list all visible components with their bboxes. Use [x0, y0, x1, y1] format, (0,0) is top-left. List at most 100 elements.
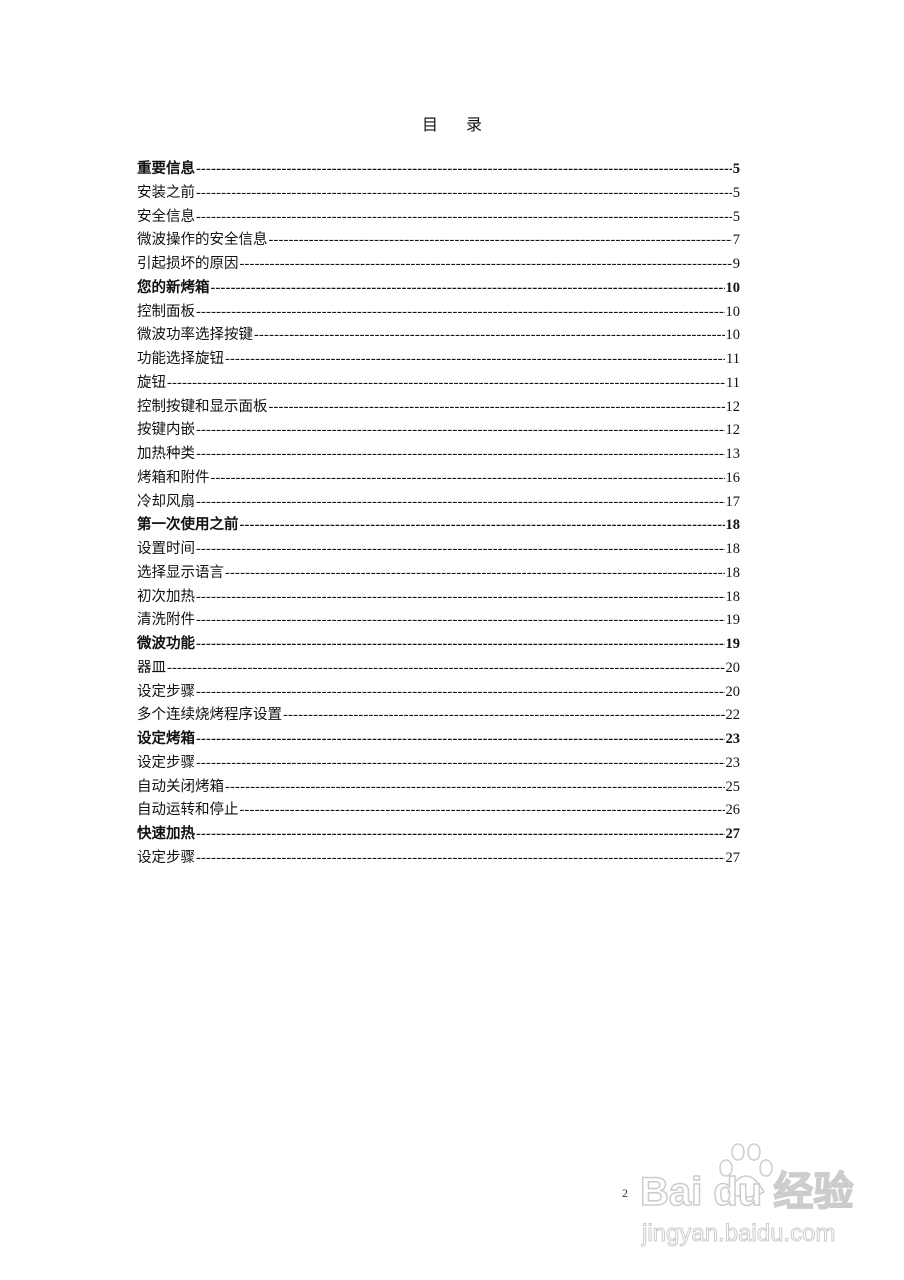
- dot-leader: [196, 206, 732, 230]
- dot-leader: [211, 467, 725, 491]
- toc-entry-label: 微波功率选择按键: [137, 327, 253, 344]
- toc-chapter-entry[interactable]: 您的新烤箱 10: [137, 277, 740, 301]
- dot-leader: [196, 752, 725, 776]
- toc-entry-label: 重要信息: [137, 161, 195, 177]
- dot-leader: [167, 372, 725, 396]
- toc-entry-label: 快速加热: [137, 826, 195, 842]
- dot-leader: [196, 823, 725, 847]
- toc-entry-label: 器皿: [137, 659, 166, 676]
- toc-entry-label: 自动运转和停止: [137, 802, 239, 819]
- toc-entry-page: 20: [725, 683, 741, 700]
- dot-leader: [283, 704, 725, 728]
- toc-entry-page: 5: [732, 208, 740, 225]
- toc-entry-page: 27: [725, 826, 741, 842]
- toc-entry-label: 引起损坏的原因: [137, 256, 239, 272]
- toc-chapter-entry[interactable]: 第一次使用之前 18: [137, 514, 740, 538]
- toc-title: 目录: [0, 111, 904, 135]
- toc-entry-label: 设定烤箱: [137, 731, 195, 747]
- toc-entry-label: 烤箱和附件: [137, 469, 210, 486]
- toc-section-entry[interactable]: 选择显示语言 18: [137, 562, 740, 586]
- toc-entry-page: 20: [725, 659, 741, 676]
- toc-entry-label: 初次加热: [137, 588, 195, 605]
- toc-chapter-entry[interactable]: 微波功能 19: [137, 633, 740, 657]
- toc-section-entry[interactable]: 多个连续烧烤程序设置 22: [137, 704, 740, 728]
- dot-leader: [225, 348, 725, 372]
- toc-chapter-entry[interactable]: 快速加热 27: [137, 823, 740, 847]
- toc-entry-page: 23: [725, 754, 741, 771]
- toc-section-entry[interactable]: 设定步骤 27: [137, 847, 740, 871]
- toc-entry-page: 12: [725, 398, 741, 415]
- toc-section-entry[interactable]: 功能选择旋钮 11: [137, 348, 740, 372]
- toc-section-entry[interactable]: 设置时间 18: [137, 538, 740, 562]
- toc-entry-page: 23: [725, 731, 741, 747]
- toc-section-entry[interactable]: 旋钮 11: [137, 372, 740, 396]
- toc-section-entry[interactable]: 控制按键和显示面板 12: [137, 396, 740, 420]
- toc-section-entry[interactable]: 微波操作的安全信息 7: [137, 229, 740, 253]
- toc-entry-page: 27: [725, 849, 741, 866]
- toc-entry-page: 22: [725, 707, 741, 724]
- dot-leader: [167, 657, 725, 681]
- baidu-jingyan-watermark: Bai du 经验 jingyan.baidu.com: [639, 1140, 890, 1260]
- dot-leader: [196, 586, 725, 610]
- toc-entry-label: 冷却风扇: [137, 493, 195, 510]
- toc-entry-page: 25: [725, 778, 741, 795]
- paw-icon: [719, 1143, 773, 1198]
- toc-entry-page: 7: [732, 232, 740, 249]
- toc-entry-page: 12: [725, 422, 741, 439]
- dot-leader: [196, 158, 732, 182]
- toc-section-entry[interactable]: 加热种类 13: [137, 443, 740, 467]
- page-number: 2: [622, 1186, 628, 1200]
- toc-entry-page: 10: [725, 303, 741, 320]
- dot-leader: [269, 229, 732, 253]
- watermark-url: jingyan.baidu.com: [641, 1220, 836, 1248]
- toc-section-entry[interactable]: 设定步骤 23: [137, 752, 740, 776]
- toc-entry-page: 5: [732, 184, 740, 201]
- dot-leader: [225, 776, 725, 800]
- toc-section-entry[interactable]: 安全信息 5: [137, 206, 740, 230]
- toc-section-entry[interactable]: 清洗附件 19: [137, 609, 740, 633]
- dot-leader: [211, 277, 725, 301]
- toc-entry-label: 多个连续烧烤程序设置: [137, 707, 282, 724]
- toc-chapter-entry[interactable]: 设定烤箱 23: [137, 728, 740, 752]
- dot-leader: [196, 681, 725, 705]
- toc-entry-label: 设定步骤: [137, 754, 195, 771]
- toc-section-entry[interactable]: 烤箱和附件 16: [137, 467, 740, 491]
- toc-entry-label: 控制按键和显示面板: [137, 398, 268, 415]
- toc-section-entry[interactable]: 设定步骤 20: [137, 681, 740, 705]
- toc-entry-page: 18: [725, 517, 741, 534]
- toc-entry-label: 旋钮: [137, 374, 166, 391]
- toc-entry-label: 微波操作的安全信息: [137, 232, 268, 249]
- toc-entry-page: 18: [725, 564, 741, 581]
- toc-chapter-entry[interactable]: 重要信息 5: [137, 158, 740, 182]
- toc-entry-label: 控制面板: [137, 303, 195, 320]
- toc-section-entry[interactable]: 自动关闭烤箱 25: [137, 776, 740, 800]
- toc-section-entry[interactable]: 按键内嵌 12: [137, 419, 740, 443]
- toc-entry-label: 清洗附件: [137, 612, 195, 629]
- dot-leader: [240, 514, 725, 538]
- toc-section-entry[interactable]: 引起损坏的原因 9: [137, 253, 740, 277]
- toc-section-entry[interactable]: 冷却风扇 17: [137, 491, 740, 515]
- watermark-brand: Bai du 经验: [639, 1169, 854, 1215]
- table-of-contents: 重要信息 5 安装之前 5 安全信息 5 微波操作的安全信息 7 引起损坏的原因 9 您的新烤箱 10…: [137, 158, 740, 871]
- toc-entry-label: 功能选择旋钮: [137, 351, 224, 367]
- toc-section-entry[interactable]: 微波功率选择按键 10: [137, 324, 740, 348]
- toc-entry-page: 11: [726, 351, 740, 367]
- title-char: 录: [466, 117, 483, 134]
- toc-section-entry[interactable]: 自动运转和停止 26: [137, 799, 740, 823]
- dot-leader: [225, 562, 725, 586]
- toc-section-entry[interactable]: 控制面板 10: [137, 301, 740, 325]
- toc-section-entry[interactable]: 安装之前 5: [137, 182, 740, 206]
- toc-entry-page: 16: [725, 469, 741, 486]
- dot-leader: [240, 253, 732, 277]
- toc-section-entry[interactable]: 器皿 20: [137, 657, 740, 681]
- toc-entry-label: 设定步骤: [137, 849, 195, 866]
- dot-leader: [196, 633, 725, 657]
- toc-entry-label: 安全信息: [137, 208, 195, 225]
- dot-leader: [196, 609, 725, 633]
- toc-section-entry[interactable]: 初次加热 18: [137, 586, 740, 610]
- toc-entry-page: 10: [725, 327, 741, 344]
- dot-leader: [196, 419, 725, 443]
- dot-leader: [254, 324, 725, 348]
- toc-entry-label: 设置时间: [137, 541, 195, 557]
- dot-leader: [196, 538, 725, 562]
